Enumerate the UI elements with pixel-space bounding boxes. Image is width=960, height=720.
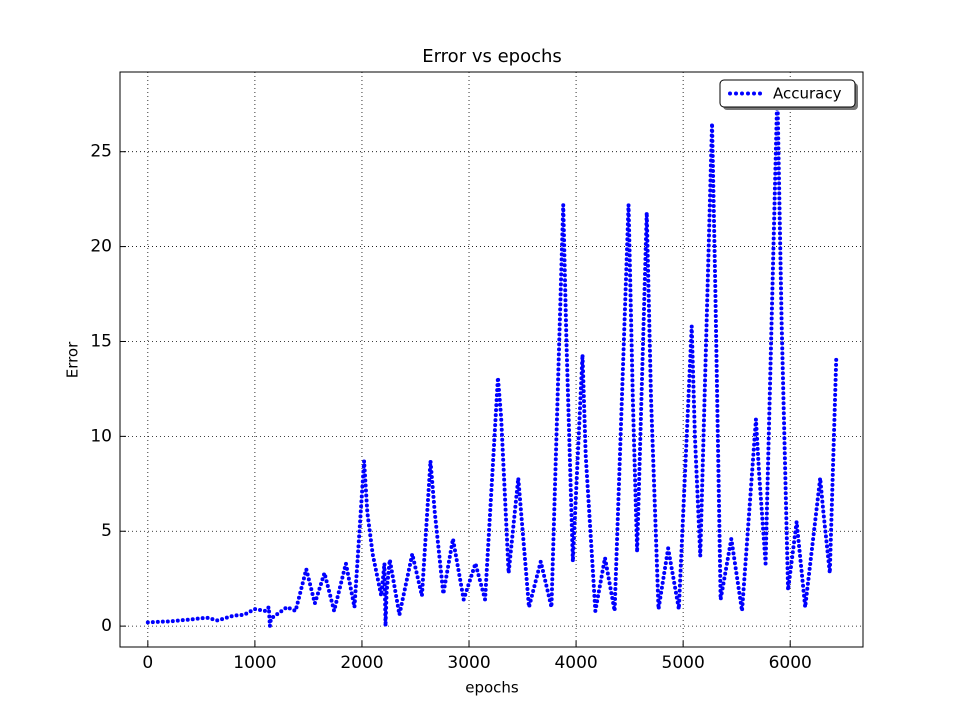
legend: Accuracy bbox=[719, 79, 858, 110]
chart-title: Error vs epochs bbox=[422, 46, 562, 67]
legend-label: Accuracy bbox=[773, 85, 842, 103]
x-tick-label: 4000 bbox=[554, 653, 597, 673]
x-tick-label: 6000 bbox=[769, 653, 812, 673]
x-axis-label: epochs bbox=[465, 679, 519, 697]
y-tick-label: 20 bbox=[90, 237, 112, 257]
y-tick-label: 10 bbox=[90, 426, 112, 446]
x-tick-label: 0 bbox=[142, 653, 153, 673]
y-tick-label: 0 bbox=[101, 616, 112, 636]
x-tick-label: 3000 bbox=[447, 653, 490, 673]
y-axis-label: Error bbox=[64, 341, 82, 378]
y-tick-label: 25 bbox=[90, 142, 112, 162]
x-tick-label: 5000 bbox=[662, 653, 705, 673]
x-tick-label: 1000 bbox=[233, 653, 276, 673]
y-tick-label: 15 bbox=[90, 331, 112, 351]
legend-box bbox=[719, 79, 856, 108]
x-tick-label: 2000 bbox=[340, 653, 383, 673]
data-line bbox=[145, 90, 839, 627]
y-tick-label: 5 bbox=[101, 521, 112, 541]
plot-frame bbox=[119, 71, 864, 648]
